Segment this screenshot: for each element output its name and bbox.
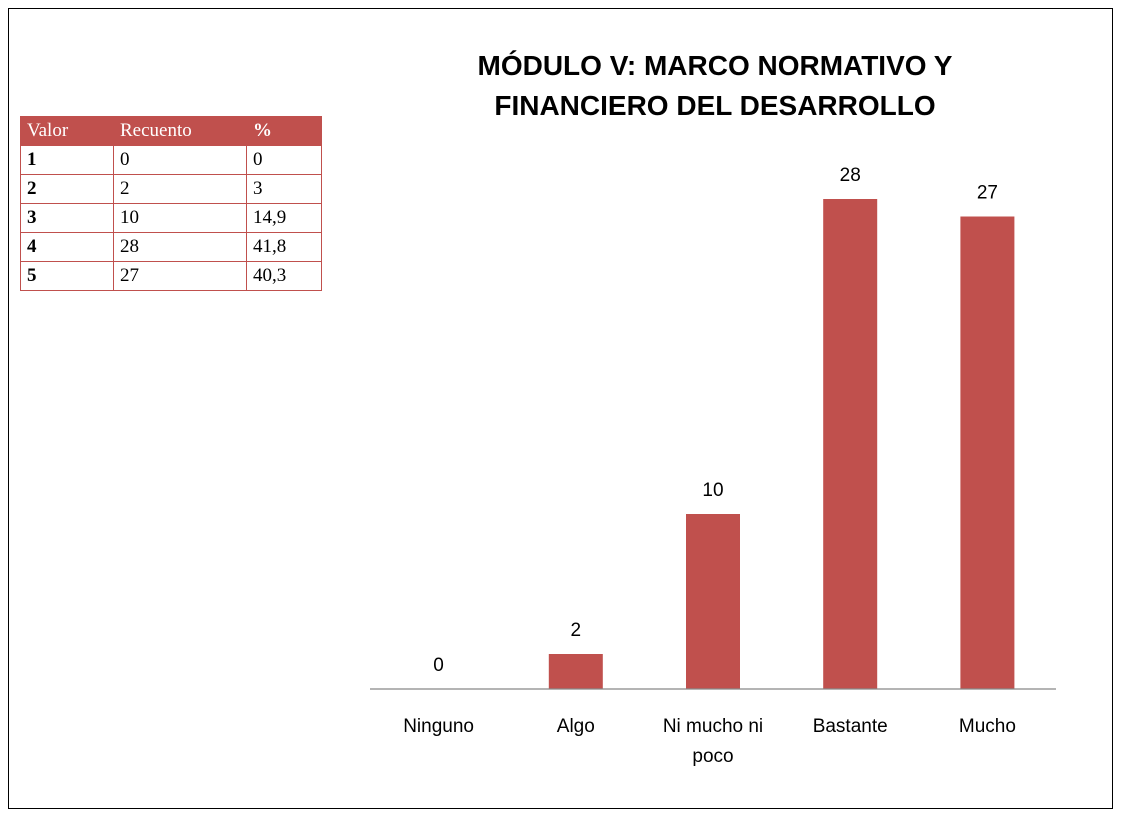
table-cell: 28 <box>113 232 247 262</box>
frame <box>8 8 1113 809</box>
x-tick-label: Ninguno <box>403 716 474 737</box>
x-tick-label: Ni mucho ni poco <box>662 716 764 767</box>
table-cell: 0 <box>113 145 247 175</box>
bar <box>960 216 1015 689</box>
table-cell: 40,3 <box>246 261 322 291</box>
table-cell: 3 <box>20 203 114 233</box>
x-tick-label: Mucho <box>958 716 1016 737</box>
table-cell: 41,8 <box>246 232 322 262</box>
table-cell: 2 <box>20 174 114 204</box>
table-cell: 5 <box>20 261 114 291</box>
bar <box>686 514 740 689</box>
header-cell: % <box>246 116 322 146</box>
chart-title: MÓDULO V: MARCO NORMATIVO Y FINANCIERO D… <box>477 50 953 121</box>
data-table: Valor Recuento % 1 0 0 2 2 3 3 10 14,9 4 28 41,8 5 27… <box>20 116 322 291</box>
x-tick-label: Bastante <box>812 716 888 737</box>
table-row: 3 10 14,9 <box>20 203 322 233</box>
table-cell: 3 <box>246 174 322 204</box>
data-label: 10 <box>702 480 723 501</box>
table-cell: 0 <box>246 145 322 175</box>
table-cell: 4 <box>20 232 114 262</box>
data-label: 27 <box>977 183 998 204</box>
data-label: 2 <box>571 620 582 641</box>
header-cell: Recuento <box>113 116 247 146</box>
x-tick-label: Algo <box>556 716 595 737</box>
bar <box>823 199 878 689</box>
table-row: 5 27 40,3 <box>20 261 322 291</box>
table-row: 4 28 41,8 <box>20 232 322 262</box>
data-label: 0 <box>433 655 444 676</box>
bar <box>548 654 603 689</box>
data-label: 28 <box>840 165 861 186</box>
table-cell: 14,9 <box>246 203 322 233</box>
